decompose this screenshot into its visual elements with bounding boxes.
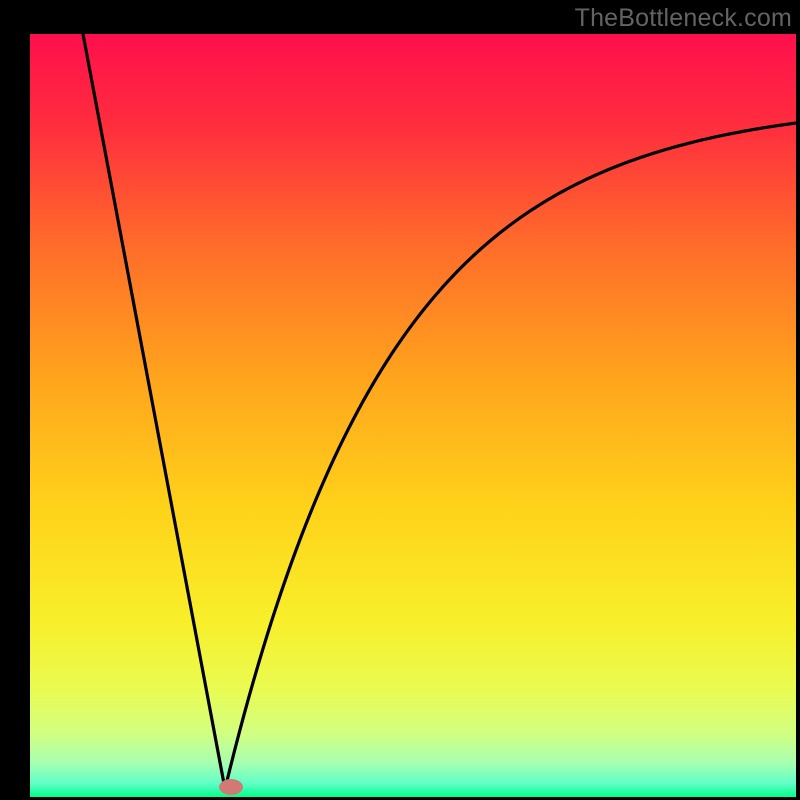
plot-background xyxy=(30,34,796,797)
chart-svg xyxy=(0,0,800,800)
vertex-marker xyxy=(219,779,243,795)
border-left xyxy=(0,0,30,800)
watermark-text: TheBottleneck.com xyxy=(575,4,792,33)
border-right xyxy=(796,0,800,800)
chart-root: { "watermark": "TheBottleneck.com", "can… xyxy=(0,0,800,800)
